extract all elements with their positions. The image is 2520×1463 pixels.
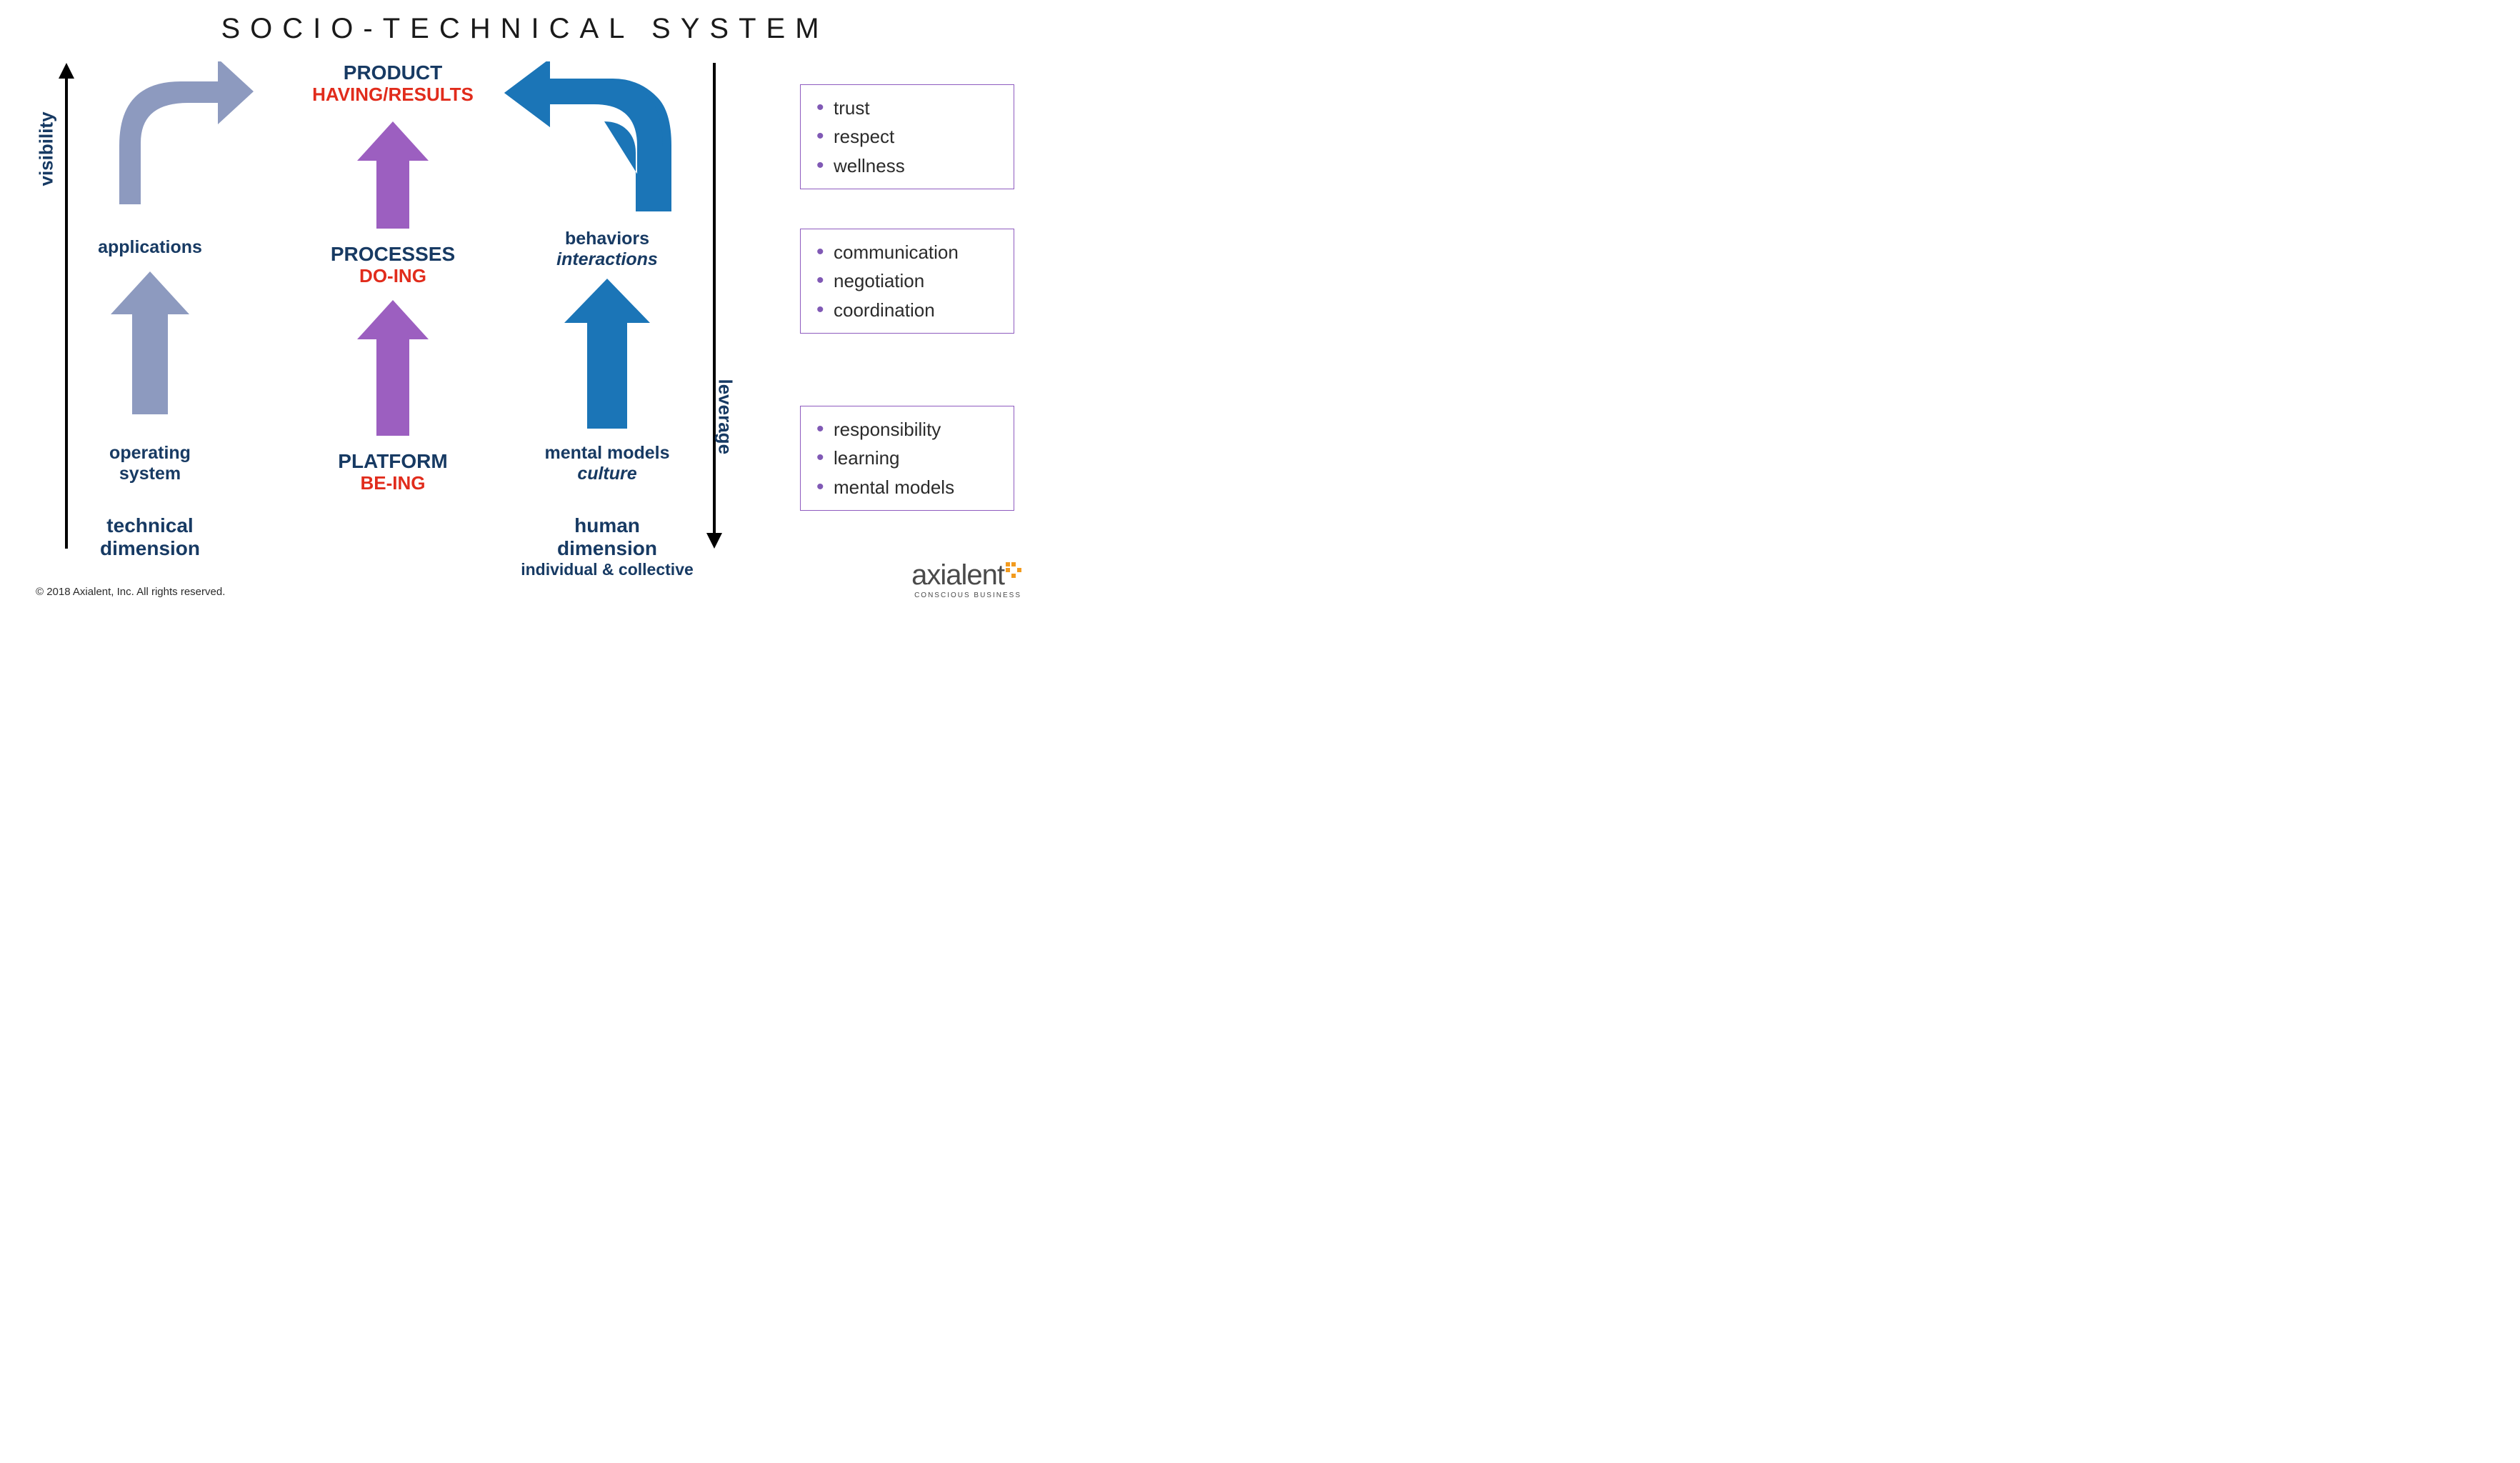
level-top-subtitle: HAVING/RESULTS [250, 84, 536, 106]
values-box-middle-list: communicationnegotiationcoordination [816, 238, 999, 324]
curved-arrow-left [111, 61, 254, 204]
level-middle-title: PROCESSES [250, 243, 536, 266]
right-mid-label: behaviors interactions [529, 229, 686, 270]
level-middle-subtitle: DO-ING [250, 266, 536, 287]
left-bottom-label: operating system [71, 443, 229, 484]
leverage-axis-arrow [704, 63, 725, 549]
right-dimension-sub: individual & collective [514, 560, 700, 579]
list-item: learning [816, 444, 999, 472]
logo: axialent CONSCIOUS BUSINESS [911, 559, 1021, 599]
up-arrow-left [111, 271, 189, 414]
list-item: mental models [816, 473, 999, 501]
curved-arrow-right [500, 61, 671, 211]
list-item: wellness [816, 151, 999, 180]
level-bottom: PLATFORM BE-ING [250, 450, 536, 494]
values-box-bottom-list: responsibilitylearningmental models [816, 415, 999, 501]
list-item: trust [816, 94, 999, 122]
left-mid-label: applications [71, 237, 229, 258]
right-dimension: human dimension individual & collective [514, 514, 700, 579]
left-dimension: technical dimension [71, 514, 229, 560]
values-box-middle: communicationnegotiationcoordination [800, 229, 1014, 334]
right-mid-line1: behaviors [529, 229, 686, 249]
list-item: communication [816, 238, 999, 266]
list-item: responsibility [816, 415, 999, 444]
level-bottom-subtitle: BE-ING [250, 473, 536, 494]
up-arrow-center-bottom [357, 300, 429, 436]
right-dimension-title: human dimension [514, 514, 700, 560]
list-item: respect [816, 122, 999, 151]
right-mid-line2: interactions [529, 249, 686, 270]
level-bottom-title: PLATFORM [250, 450, 536, 473]
level-top-title: PRODUCT [250, 61, 536, 84]
level-top: PRODUCT HAVING/RESULTS [250, 61, 536, 106]
list-item: coordination [816, 296, 999, 324]
right-bottom-line1: mental models [529, 443, 686, 464]
visibility-axis-label: visibility [36, 108, 58, 186]
right-bottom-line2: culture [529, 464, 686, 484]
up-arrow-center-top [357, 121, 429, 229]
copyright: © 2018 Axialent, Inc. All rights reserve… [36, 586, 225, 598]
right-bottom-label: mental models culture [529, 443, 686, 484]
logo-accent-icon [1006, 562, 1021, 578]
logo-text: axialent [911, 559, 1004, 591]
level-middle: PROCESSES DO-ING [250, 243, 536, 287]
diagram-title: SOCIO-TECHNICAL SYSTEM [0, 13, 1050, 45]
up-arrow-right [564, 279, 650, 429]
values-box-top: trustrespectwellness [800, 84, 1014, 189]
leverage-axis-label: leverage [714, 379, 736, 458]
values-box-top-list: trustrespectwellness [816, 94, 999, 180]
values-box-bottom: responsibilitylearningmental models [800, 406, 1014, 511]
logo-tagline: CONSCIOUS BUSINESS [911, 591, 1021, 599]
list-item: negotiation [816, 266, 999, 295]
